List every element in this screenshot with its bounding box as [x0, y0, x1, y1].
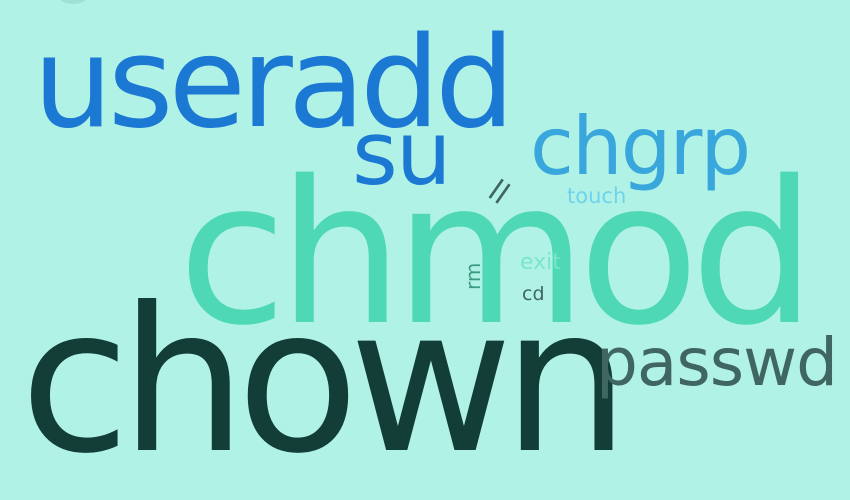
word-passwd: passwd	[596, 324, 838, 401]
word-chown: chown	[20, 265, 629, 498]
word-useradd: useradd	[33, 9, 515, 156]
word-cd: cd	[522, 283, 545, 305]
word-chgrp: chgrp	[530, 100, 751, 193]
word-su: su	[352, 102, 452, 205]
word-touch: touch	[567, 184, 627, 208]
word-exit: exit	[520, 250, 561, 275]
word-chmod: chmod	[178, 138, 816, 369]
corner-blob	[58, 0, 88, 4]
